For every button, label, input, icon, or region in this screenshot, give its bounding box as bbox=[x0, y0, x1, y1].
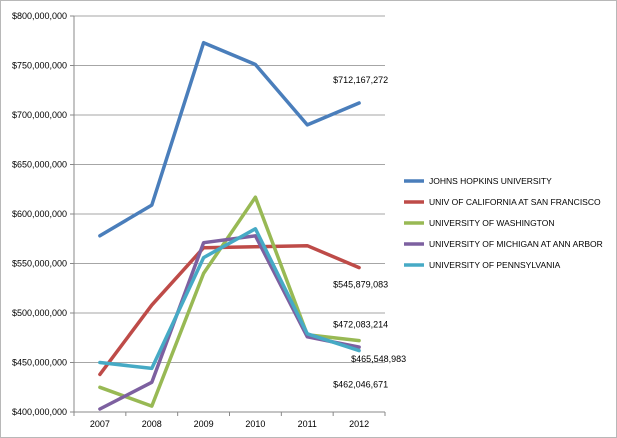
series-lines bbox=[98, 40, 361, 411]
data-labels: $712,167,272 $545,879,083 $472,083,214 $465… bbox=[333, 75, 406, 390]
y-axis-ticks: $400,000,000 $450,000,000 $500,000,000 $550… bbox=[12, 11, 74, 417]
data-label: $462,046,671 bbox=[333, 380, 388, 390]
y-tick-label: $550,000,000 bbox=[12, 259, 67, 269]
series-line-4 bbox=[98, 227, 361, 371]
x-axis-ticks: 2007 2008 2009 2010 2011 2012 bbox=[73, 412, 386, 429]
x-tick-label: 2010 bbox=[245, 419, 265, 429]
y-tick-label: $500,000,000 bbox=[12, 308, 67, 318]
x-tick-label: 2008 bbox=[142, 419, 162, 429]
x-tick-label: 2007 bbox=[90, 419, 110, 429]
y-tick-label: $800,000,000 bbox=[12, 11, 67, 21]
data-label: $465,548,983 bbox=[351, 354, 406, 364]
y-tick-label: $750,000,000 bbox=[12, 61, 67, 71]
legend-label: UNIVERSITY OF WASHINGTON bbox=[429, 218, 554, 228]
x-tick-label: 2011 bbox=[298, 419, 317, 429]
legend-label: UNIVERSITY OF PENNSYLVANIA bbox=[429, 260, 561, 270]
legend: JOHNS HOPKINS UNIVERSITY UNIV OF CALIFORN… bbox=[404, 176, 603, 270]
series-line-1 bbox=[98, 243, 361, 377]
x-tick-label: 2009 bbox=[194, 419, 214, 429]
legend-label: UNIVERSITY OF MICHIGAN AT ANN ARBOR bbox=[429, 239, 603, 249]
series-line-2 bbox=[98, 195, 361, 408]
data-label: $712,167,272 bbox=[333, 75, 388, 85]
legend-label: JOHNS HOPKINS UNIVERSITY bbox=[429, 176, 552, 186]
series-line-0 bbox=[98, 40, 361, 238]
y-tick-label: $600,000,000 bbox=[12, 209, 67, 219]
y-tick-label: $700,000,000 bbox=[12, 110, 67, 120]
x-tick-label: 2012 bbox=[349, 419, 369, 429]
data-label: $545,879,083 bbox=[333, 280, 388, 290]
data-label: $472,083,214 bbox=[333, 320, 388, 330]
legend-label: UNIV OF CALIFORNIA AT SAN FRANCISCO bbox=[429, 197, 601, 207]
y-tick-label: $650,000,000 bbox=[12, 160, 67, 170]
y-tick-label: $450,000,000 bbox=[12, 358, 67, 368]
y-tick-label: $400,000,000 bbox=[12, 407, 67, 417]
gridlines bbox=[74, 15, 385, 363]
series-line-3 bbox=[98, 234, 361, 411]
